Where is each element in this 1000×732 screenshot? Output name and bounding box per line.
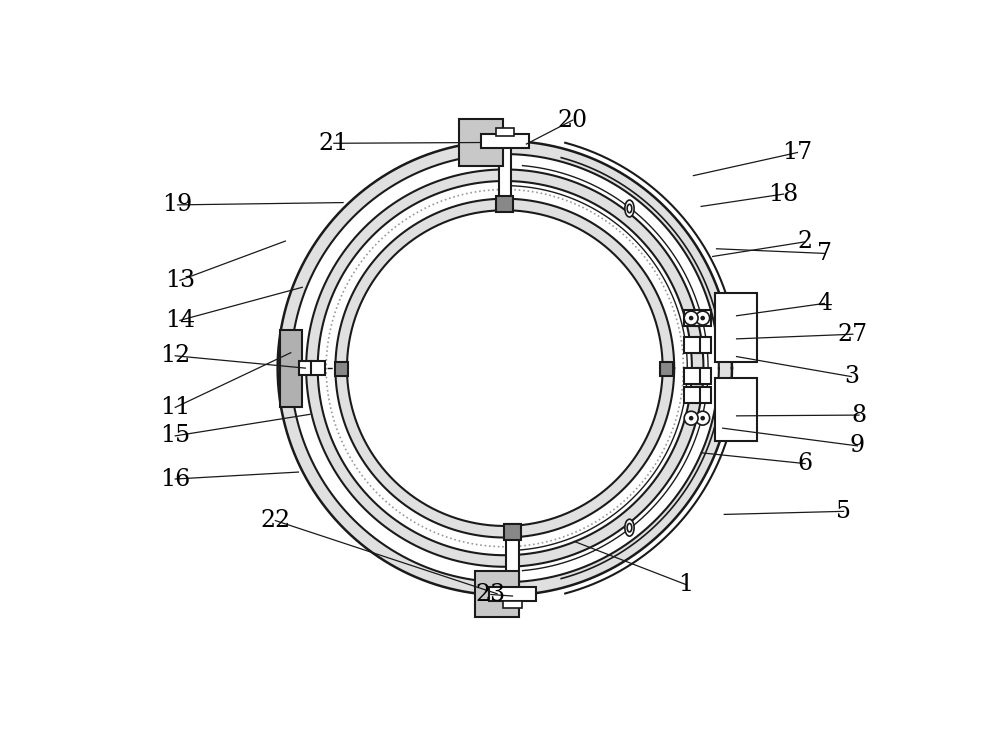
Bar (715, 293, 757, 362)
Text: 22: 22 (260, 509, 290, 532)
Bar (660, 362, 673, 376)
Polygon shape (318, 181, 692, 556)
Circle shape (700, 416, 705, 420)
Text: 9: 9 (850, 434, 865, 458)
Bar (311, 361, 325, 375)
Text: 8: 8 (851, 403, 867, 427)
Bar (496, 128, 514, 135)
Text: 23: 23 (476, 583, 506, 606)
Text: 19: 19 (162, 193, 193, 217)
Bar (335, 362, 348, 376)
Bar (280, 329, 302, 406)
Bar (503, 601, 522, 608)
Ellipse shape (627, 204, 632, 213)
Bar (684, 337, 700, 353)
Bar (489, 587, 536, 601)
Text: 16: 16 (160, 468, 190, 490)
Circle shape (689, 315, 693, 321)
Circle shape (684, 311, 698, 325)
Text: 18: 18 (768, 182, 799, 206)
Text: 4: 4 (817, 292, 832, 315)
Bar (499, 143, 511, 209)
Bar (715, 378, 757, 441)
Circle shape (689, 416, 693, 420)
Circle shape (700, 315, 705, 321)
Bar (506, 524, 519, 594)
Text: 20: 20 (557, 108, 588, 132)
Circle shape (696, 311, 710, 325)
Bar (496, 196, 513, 212)
Text: 5: 5 (836, 500, 851, 523)
Ellipse shape (625, 200, 634, 217)
Polygon shape (306, 170, 703, 567)
Bar (481, 134, 529, 148)
Bar (696, 337, 711, 353)
Circle shape (684, 411, 698, 425)
Text: 13: 13 (165, 269, 195, 292)
Text: 7: 7 (817, 242, 832, 265)
Polygon shape (347, 210, 663, 526)
Bar (299, 361, 313, 375)
Text: 1: 1 (678, 573, 693, 596)
Polygon shape (335, 198, 674, 537)
Bar (684, 387, 700, 403)
Text: 14: 14 (165, 309, 195, 332)
Text: 21: 21 (319, 132, 349, 154)
Ellipse shape (625, 519, 634, 536)
Polygon shape (278, 141, 732, 595)
Ellipse shape (627, 523, 632, 532)
Bar (721, 299, 751, 356)
Polygon shape (291, 154, 719, 582)
Bar (475, 571, 519, 617)
Bar (696, 387, 711, 403)
Bar (684, 368, 700, 384)
Bar (504, 524, 521, 539)
Text: 3: 3 (844, 365, 859, 388)
Text: 12: 12 (160, 344, 190, 367)
Bar (696, 368, 711, 384)
Text: 27: 27 (838, 323, 868, 346)
Text: 6: 6 (798, 452, 813, 475)
Text: 15: 15 (160, 425, 190, 447)
Circle shape (696, 411, 710, 425)
Text: 11: 11 (160, 396, 190, 419)
Text: 17: 17 (782, 141, 812, 164)
Bar (696, 310, 711, 326)
Text: 2: 2 (798, 231, 813, 253)
Bar (459, 119, 503, 165)
Bar (684, 310, 700, 326)
